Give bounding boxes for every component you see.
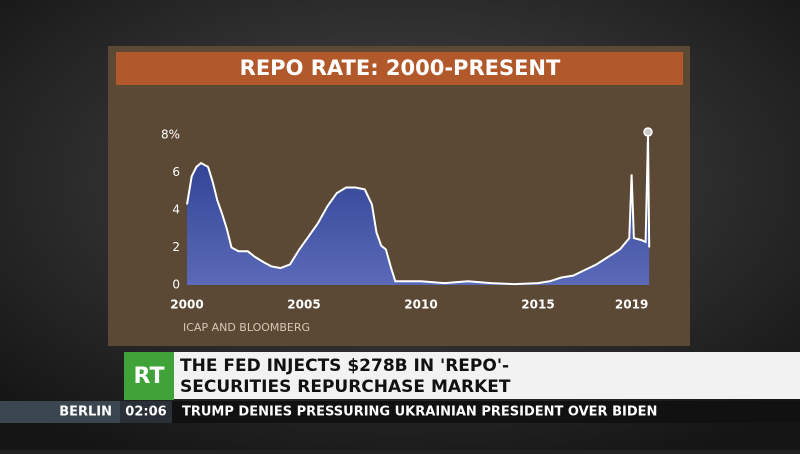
line xyxy=(186,134,651,286)
y-tick-label: 8% xyxy=(161,128,180,142)
y-tick-label: 0 xyxy=(172,278,180,292)
headline: THE FED INJECTS $278B IN 'REPO'- xyxy=(180,356,509,376)
chart-title: REPO RATE: 2000-PRESENT xyxy=(240,56,561,80)
ticker-bar xyxy=(0,401,800,423)
city: BERLIN xyxy=(59,405,112,420)
peak-marker xyxy=(643,127,653,137)
x-tick-label: 2015 xyxy=(521,298,554,312)
area xyxy=(187,135,650,285)
time-box xyxy=(120,401,172,423)
source: ICAP AND BLOOMBERG xyxy=(183,321,310,334)
x-tick-label: 2019 xyxy=(615,298,648,312)
time: 02:06 xyxy=(125,405,166,420)
y-tick-label: 4 xyxy=(172,203,180,217)
headline-bar xyxy=(174,352,800,399)
x-tick-label: 2005 xyxy=(287,298,320,312)
city-box xyxy=(0,401,120,423)
x-tick-label: 2000 xyxy=(170,298,203,312)
x-tick-label: 2010 xyxy=(404,298,437,312)
logo: RT xyxy=(134,364,165,389)
ticker: TRUMP DENIES PRESSURING UKRAINIAN PRESID… xyxy=(182,405,657,420)
logo-box xyxy=(124,352,174,400)
plot: 0 2 4 6 8% 2000 2005 2010 2015 2019 xyxy=(161,127,653,312)
y-tick-label: 2 xyxy=(172,240,180,254)
headline: SECURITIES REPURCHASE MARKET xyxy=(180,377,511,397)
title-bar xyxy=(116,52,683,85)
y-tick-label: 6 xyxy=(172,165,180,179)
